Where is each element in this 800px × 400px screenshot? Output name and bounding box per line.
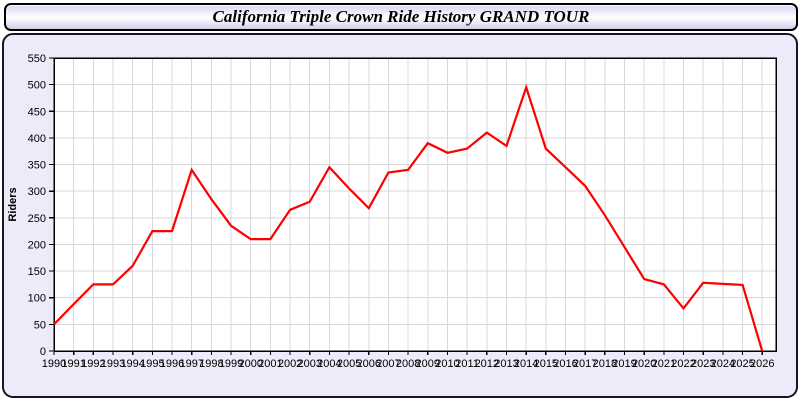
x-tick-label: 2016	[553, 358, 577, 370]
x-tick-label: 1994	[120, 358, 144, 370]
chart-panel: 0 50 100 150 200 250 300 350 400 450 500 550 1990 199…	[2, 33, 798, 398]
x-tick-label: 2014	[514, 358, 538, 370]
gridlines	[54, 58, 776, 351]
x-tick-label: 2022	[671, 358, 695, 370]
y-tick-label: 400	[28, 133, 46, 145]
x-tick-label: 2001	[258, 358, 282, 370]
x-tick-label: 2008	[396, 358, 420, 370]
y-tick-label: 50	[34, 319, 46, 331]
y-axis-labels: 0 50 100 150 200 250 300 350 400 450 500 550	[28, 53, 46, 358]
y-tick-label: 350	[28, 160, 46, 172]
x-tick-label: 2023	[691, 358, 715, 370]
x-tick-label: 1992	[81, 358, 105, 370]
x-tick-label: 2025	[730, 358, 754, 370]
riders-line-chart: 0501001502002503003504004505005501990199…	[7, 53, 777, 370]
x-tick-label: 2017	[573, 358, 597, 370]
x-tick-label: 1999	[219, 358, 243, 370]
y-tick-label: 250	[28, 213, 46, 225]
x-tick-label: 2002	[278, 358, 302, 370]
y-tick-label: 300	[28, 186, 46, 198]
x-tick-label: 2012	[475, 358, 499, 370]
x-tick-label: 1990	[42, 358, 66, 370]
x-tick-label: 2015	[534, 358, 558, 370]
x-tick-label: 1991	[61, 358, 85, 370]
x-tick-label: 2010	[435, 358, 459, 370]
y-tick-label: 550	[28, 53, 46, 65]
x-tick-label: 2006	[357, 358, 381, 370]
x-tick-label: 2026	[750, 358, 774, 370]
x-tick-label: 2005	[337, 358, 361, 370]
x-tick-label: 2011	[455, 358, 479, 370]
x-tick-label: 2018	[593, 358, 617, 370]
y-tick-label: 500	[28, 80, 46, 92]
plot-border	[53, 57, 777, 352]
y-tick-label: 450	[28, 106, 46, 118]
x-tick-label: 1998	[199, 358, 223, 370]
y-tick-label: 200	[28, 239, 46, 251]
x-tick-label: 2003	[298, 358, 322, 370]
y-tick-label: 150	[28, 266, 46, 278]
x-tick-label: 1996	[160, 358, 184, 370]
x-tick-label: 2000	[238, 358, 262, 370]
y-tick-label: 100	[28, 293, 46, 305]
riders-data-line	[53, 83, 764, 352]
plot-area	[54, 58, 776, 351]
x-tick-label: 2019	[612, 358, 636, 370]
x-tick-label: 2004	[317, 358, 341, 370]
title-bar: California Triple Crown Ride History GRA…	[4, 3, 798, 31]
x-tick-label: 1997	[179, 358, 203, 370]
x-tick-label: 1993	[101, 358, 125, 370]
x-tick-label: 2024	[711, 358, 735, 370]
x-tick-label: 2020	[632, 358, 656, 370]
y-axis-title: Riders	[7, 187, 19, 221]
y-tick-label: 0	[40, 346, 46, 358]
x-tick-label: 2021	[652, 358, 676, 370]
x-tick-label: 1995	[140, 358, 164, 370]
x-tick-label: 2009	[416, 358, 440, 370]
x-tick-label: 2007	[376, 358, 400, 370]
x-tick-label: 2013	[494, 358, 518, 370]
x-axis-labels: 1990199119921993199419951996199719981999…	[42, 358, 775, 370]
page-title: California Triple Crown Ride History GRA…	[212, 7, 590, 26]
